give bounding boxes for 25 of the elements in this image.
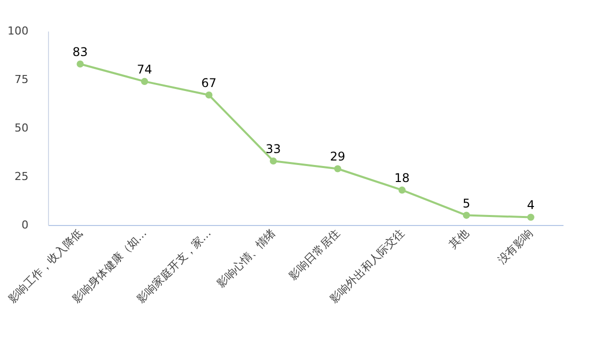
point <box>76 60 84 68</box>
x-tick-label: 没有影响 <box>495 226 536 267</box>
point <box>462 212 470 219</box>
x-tick-label: 其他 <box>446 226 472 252</box>
point <box>527 214 534 221</box>
y-tick-label: 0 <box>22 218 28 232</box>
point <box>334 165 342 172</box>
y-tick-label: 50 <box>14 122 28 134</box>
y-tick-label: 100 <box>8 24 28 38</box>
point <box>270 157 277 165</box>
point <box>205 91 212 99</box>
data-label: 67 <box>201 76 217 90</box>
data-label: 33 <box>266 142 281 156</box>
x-tick-label: 影响心情、情绪 <box>214 226 278 290</box>
y-tick-label: 25 <box>14 170 28 183</box>
point <box>398 186 406 194</box>
x-tick-label: 影响日常居住 <box>286 226 342 282</box>
data-label: 4 <box>526 198 535 212</box>
data-label: 18 <box>394 171 410 186</box>
point <box>141 78 148 85</box>
y-tick-label: 75 <box>14 73 28 86</box>
data-label: 83 <box>72 44 88 59</box>
data-label: 74 <box>136 62 152 76</box>
data-label: 29 <box>330 150 346 164</box>
data-label: 5 <box>462 196 470 210</box>
